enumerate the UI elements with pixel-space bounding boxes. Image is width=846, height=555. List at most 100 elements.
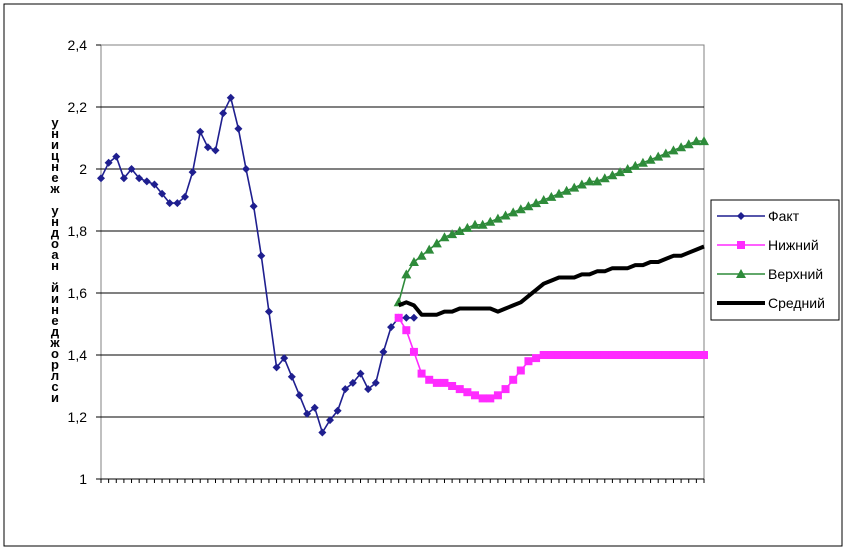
data-point — [485, 216, 496, 226]
data-point — [646, 351, 655, 359]
data-point — [661, 351, 670, 359]
data-point — [257, 251, 266, 260]
y-tick-label: 1,8 — [68, 223, 88, 239]
data-point — [570, 351, 579, 359]
data-point — [599, 173, 610, 183]
data-point — [553, 188, 564, 198]
data-point — [515, 204, 526, 214]
data-point — [173, 199, 182, 208]
data-point — [593, 351, 602, 359]
data-point — [348, 378, 357, 387]
data-point — [660, 148, 671, 158]
data-point — [637, 157, 648, 167]
y-tick-label: 2,4 — [68, 37, 88, 53]
data-point — [409, 313, 418, 322]
data-point — [341, 385, 350, 394]
data-point — [219, 109, 228, 118]
data-point — [615, 167, 626, 177]
data-point — [524, 357, 533, 366]
data-point — [638, 351, 647, 359]
data-point — [394, 313, 403, 322]
data-point — [531, 198, 542, 208]
legend-box — [710, 199, 840, 321]
data-point — [280, 354, 289, 363]
data-point — [439, 232, 450, 242]
data-point — [676, 142, 687, 152]
data-point — [607, 170, 618, 180]
data-point — [516, 366, 525, 375]
y-tick-label: 1,6 — [68, 285, 88, 301]
data-point — [523, 201, 534, 211]
data-point — [561, 185, 572, 195]
data-point — [608, 351, 617, 359]
data-point — [119, 174, 128, 183]
data-point — [272, 363, 281, 372]
series-3 — [393, 136, 709, 307]
data-point — [211, 146, 220, 155]
data-point — [318, 428, 327, 437]
gridlines — [96, 44, 704, 480]
y-axis-label: уницнеж ундоан йинеджорлси — [48, 115, 63, 402]
y-tick-label: 1 — [79, 471, 87, 487]
data-point — [447, 229, 458, 239]
data-point — [576, 179, 587, 189]
data-point — [462, 222, 473, 232]
data-point — [401, 269, 412, 279]
data-point — [303, 409, 312, 418]
legend-label: Нижний — [768, 237, 819, 253]
data-point — [538, 195, 549, 204]
data-point — [616, 351, 625, 359]
data-point — [104, 158, 113, 167]
data-point — [737, 241, 745, 249]
data-point — [234, 124, 243, 133]
legend-label: Верхний — [768, 266, 823, 282]
data-point — [196, 127, 205, 136]
data-point — [500, 210, 511, 220]
data-point — [165, 199, 174, 208]
data-point — [668, 145, 679, 155]
data-point — [546, 191, 557, 201]
y-tick-label: 2,2 — [68, 99, 88, 115]
data-point — [684, 351, 693, 359]
data-point — [226, 93, 235, 102]
data-point — [333, 406, 342, 415]
y-tick-label: 1,2 — [68, 409, 88, 425]
data-point — [127, 165, 136, 173]
data-point — [242, 165, 251, 173]
data-point — [425, 375, 434, 384]
data-point — [584, 176, 595, 186]
chart-frame — [3, 3, 843, 547]
data-point — [508, 207, 519, 217]
data-point — [471, 391, 480, 400]
data-point — [622, 164, 633, 173]
data-point — [509, 375, 518, 384]
data-point — [416, 250, 427, 260]
data-point — [600, 351, 609, 359]
data-point — [669, 351, 678, 359]
data-point — [736, 269, 746, 278]
data-point — [295, 391, 304, 400]
data-point — [630, 160, 641, 170]
data-point — [424, 244, 435, 254]
data-point — [455, 385, 464, 394]
data-point — [454, 226, 465, 235]
data-point — [539, 351, 548, 359]
data-point — [677, 351, 686, 359]
legend-label: Средний — [768, 295, 825, 311]
x-tick-marks — [100, 478, 705, 483]
data-point — [623, 351, 632, 359]
data-point — [142, 177, 151, 186]
data-point — [371, 378, 380, 387]
data-point — [440, 378, 449, 387]
data-point — [470, 219, 481, 229]
data-point — [562, 351, 571, 359]
data-point — [249, 202, 258, 211]
y-tick-label: 2 — [79, 161, 87, 177]
y-tick-label: 1,4 — [68, 347, 88, 363]
data-point — [577, 351, 586, 359]
data-point — [402, 313, 411, 322]
data-point — [585, 351, 594, 359]
data-point — [180, 192, 189, 201]
